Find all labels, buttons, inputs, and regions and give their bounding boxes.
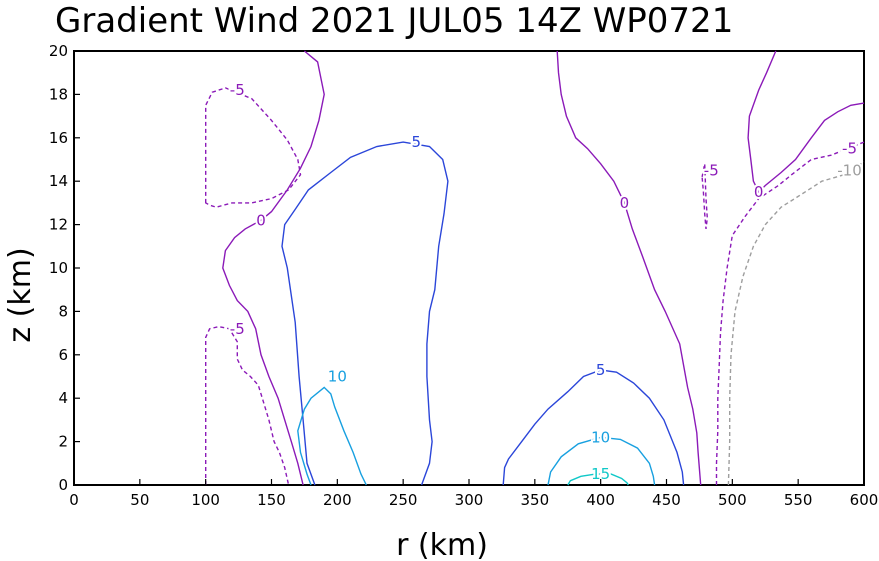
- contour-line: [701, 163, 709, 229]
- x-tick-label: 200: [323, 491, 352, 509]
- x-tick-label: 600: [850, 491, 879, 509]
- y-tick-label: 18: [49, 85, 68, 103]
- contour-label: 0: [256, 211, 266, 229]
- contour-line: [281, 141, 449, 486]
- contour-label-layer: -5 -5 -5 -5 -10 0 0 0 5 5 10 10 15: [228, 79, 864, 485]
- contour-line: [547, 436, 656, 486]
- y-tick-label: 16: [49, 129, 68, 147]
- contour-line: [727, 161, 865, 486]
- x-tick-label: 100: [191, 491, 220, 509]
- x-tick-label: 450: [652, 491, 681, 509]
- contour-label: 10: [328, 368, 347, 386]
- contour-label: 5: [596, 361, 606, 379]
- contour-line: [567, 473, 629, 486]
- x-tick-label: 400: [586, 491, 615, 509]
- x-axis-label: r (km): [396, 528, 488, 561]
- y-tick-label: 4: [58, 389, 68, 407]
- contour-line: [205, 325, 290, 486]
- contour-label: 10: [591, 428, 610, 446]
- contour-layer: [205, 50, 865, 486]
- contour-line: [297, 386, 367, 486]
- y-tick-label: 2: [58, 433, 68, 451]
- contour-line: [747, 50, 865, 194]
- contour-label: -5: [230, 320, 245, 338]
- chart-title: Gradient Wind 2021 JUL05 14Z WP0721: [55, 1, 733, 41]
- x-tick-label: 300: [455, 491, 484, 509]
- y-axis-label: z (km): [3, 247, 38, 342]
- contour-label: -5: [704, 161, 719, 179]
- y-tick-label: 0: [58, 476, 68, 494]
- x-tick-label: 500: [718, 491, 747, 509]
- contour-label: 5: [412, 133, 422, 151]
- contour-label: 0: [754, 183, 764, 201]
- x-tick-label: 350: [521, 491, 550, 509]
- contour-line: [222, 50, 325, 486]
- y-tick-label: 12: [49, 216, 68, 234]
- contour-line: [715, 141, 865, 485]
- contour-label: 15: [591, 465, 610, 483]
- y-tick-label: 6: [58, 346, 68, 364]
- contour-line: [502, 369, 685, 486]
- x-tick-label: 0: [69, 491, 79, 509]
- contour-line: [205, 87, 302, 208]
- contour-label: 0: [620, 194, 630, 212]
- contour-label: -10: [837, 161, 862, 179]
- y-tick-label: 8: [58, 302, 68, 320]
- contour-line: [556, 50, 702, 486]
- x-axis: 0 50 100 150 200 250 300 350 400 450 500 550 600: [69, 479, 878, 509]
- y-tick-label: 14: [49, 172, 68, 190]
- contour-label: -5: [230, 81, 245, 99]
- y-tick-label: 10: [49, 259, 68, 277]
- x-tick-label: 150: [257, 491, 286, 509]
- contour-label: -5: [842, 140, 857, 158]
- y-tick-label: 20: [49, 42, 68, 60]
- y-axis: 0 2 4 6 8 10 12 14 16 18 20: [49, 42, 80, 494]
- x-tick-label: 250: [389, 491, 418, 509]
- x-tick-label: 550: [784, 491, 813, 509]
- x-tick-label: 50: [130, 491, 149, 509]
